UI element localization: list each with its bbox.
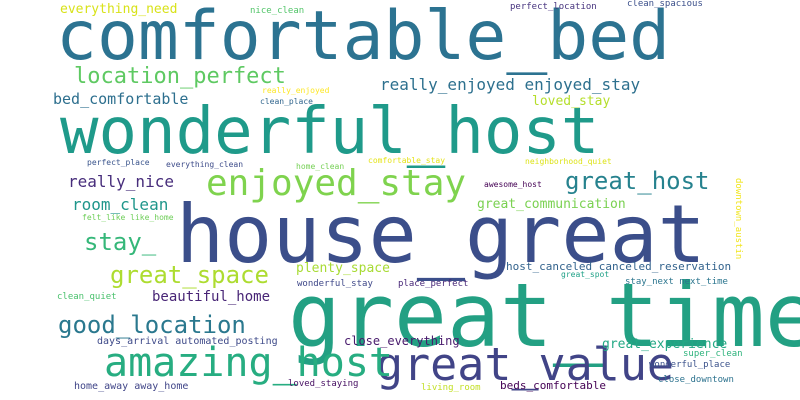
- cloud-word: really_enjoyed: [262, 86, 330, 95]
- cloud-word: really_nice: [68, 172, 174, 191]
- cloud-word: good_location: [58, 311, 246, 339]
- cloud-word: everything_clean: [166, 160, 244, 169]
- cloud-word: house_great: [176, 188, 706, 281]
- cloud-word: plenty_space: [296, 261, 390, 276]
- cloud-word: clean_quiet: [57, 292, 117, 302]
- cloud-word: beds_comfortable: [500, 379, 606, 392]
- cloud-word: nice_clean: [250, 6, 305, 16]
- cloud-word: everything_need: [60, 2, 178, 17]
- cloud-word: wonderful_stay: [297, 279, 373, 289]
- cloud-word: neighborhood_quiet: [525, 157, 612, 166]
- cloud-word: perfect_place: [87, 158, 150, 167]
- cloud-word: place_perfect: [398, 279, 469, 289]
- cloud-word: great_communication: [477, 197, 626, 212]
- cloud-word: great_value: [376, 338, 675, 391]
- cloud-word: comfortable_stay: [368, 156, 446, 165]
- cloud-word: super_clean: [683, 349, 743, 359]
- cloud-word: beautiful_home: [152, 289, 271, 305]
- cloud-word: great_space: [110, 261, 269, 289]
- cloud-word: stay_next next_time: [625, 277, 728, 287]
- cloud-word: stay_: [84, 228, 157, 256]
- cloud-word: perfect_location: [510, 2, 597, 12]
- cloud-word: great_spot: [561, 270, 610, 279]
- cloud-word: loved_stay: [532, 94, 611, 109]
- cloud-word: clean_place: [260, 97, 313, 106]
- cloud-word: enjoyed_stay: [206, 163, 467, 204]
- cloud-word: close_everything: [344, 334, 460, 348]
- cloud-word: comfortable_bed: [56, 0, 671, 76]
- cloud-word: really_enjoyed enjoyed_stay: [380, 75, 641, 94]
- cloud-word: home_away away_home: [74, 381, 189, 392]
- cloud-word: great_experience: [602, 337, 728, 352]
- cloud-word: days_arrival automated_posting: [97, 336, 278, 347]
- cloud-word: loved_staying: [288, 379, 359, 389]
- cloud-word: bed_comfortable: [53, 90, 189, 108]
- cloud-word: room_clean: [72, 195, 169, 214]
- cloud-word: host_canceled canceled_reservation: [506, 260, 732, 273]
- cloud-word: awesome_host: [484, 180, 542, 189]
- cloud-word: clean_spacious: [627, 0, 703, 9]
- cloud-word: felt_like like_home: [82, 213, 174, 222]
- cloud-word: close_downtown: [658, 375, 734, 385]
- cloud-word: location_perfect: [74, 64, 286, 89]
- cloud-word: living_room: [421, 383, 481, 393]
- cloud-word: wonderful_place: [649, 360, 731, 370]
- cloud-word: great_time: [288, 264, 800, 367]
- cloud-word: downtown_austin: [733, 178, 743, 260]
- cloud-word: great_host: [565, 167, 710, 195]
- cloud-word: amazing_host: [104, 340, 393, 386]
- cloud-word: home_clean: [296, 162, 345, 171]
- cloud-word: wonderful_host: [60, 95, 600, 169]
